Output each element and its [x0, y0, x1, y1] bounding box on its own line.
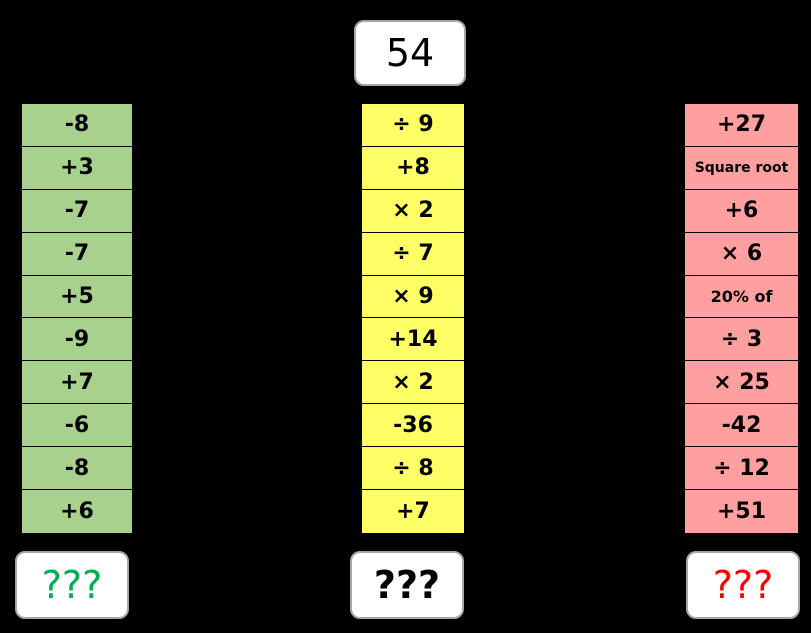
- yellow-operation: × 2: [362, 189, 464, 233]
- yellow-operation: +7: [362, 490, 464, 533]
- green-operation: -8: [22, 104, 132, 147]
- yellow-answer: ???: [373, 563, 441, 607]
- red-operation: × 25: [685, 361, 798, 405]
- green-operation: -8: [22, 447, 132, 491]
- red-operation: × 6: [685, 232, 798, 276]
- yellow-operation: ÷ 8: [362, 447, 464, 491]
- red-operations-column: +27 Square root +6 × 6 20% of ÷ 3 × 25 -…: [685, 104, 798, 533]
- red-operation: Square root: [685, 146, 798, 190]
- red-operation: +27: [685, 104, 798, 147]
- start-number-box: 54: [354, 20, 466, 86]
- green-operation: +3: [22, 146, 132, 190]
- red-operation: +6: [685, 189, 798, 233]
- yellow-operation: ÷ 7: [362, 232, 464, 276]
- green-answer: ???: [41, 563, 103, 607]
- green-operation: +7: [22, 361, 132, 405]
- yellow-operation: ÷ 9: [362, 104, 464, 147]
- yellow-operation: × 9: [362, 275, 464, 319]
- green-operation: -7: [22, 232, 132, 276]
- green-operation: -7: [22, 189, 132, 233]
- red-operation: 20% of: [685, 275, 798, 319]
- yellow-operation: × 2: [362, 361, 464, 405]
- red-answer-box: ???: [686, 551, 800, 619]
- yellow-answer-box: ???: [350, 551, 464, 619]
- green-operation: -6: [22, 404, 132, 448]
- yellow-operation: -36: [362, 404, 464, 448]
- start-number: 54: [385, 31, 435, 75]
- yellow-operation: +8: [362, 146, 464, 190]
- red-answer: ???: [712, 563, 774, 607]
- green-operation: +6: [22, 490, 132, 533]
- red-operation: ÷ 3: [685, 318, 798, 362]
- green-operations-column: -8 +3 -7 -7 +5 -9 +7 -6 -8 +6: [22, 104, 132, 533]
- red-operation: +51: [685, 490, 798, 533]
- green-answer-box: ???: [15, 551, 129, 619]
- green-operation: +5: [22, 275, 132, 319]
- red-operation: -42: [685, 404, 798, 448]
- green-operation: -9: [22, 318, 132, 362]
- yellow-operations-column: ÷ 9 +8 × 2 ÷ 7 × 9 +14 × 2 -36 ÷ 8 +7: [362, 104, 464, 533]
- yellow-operation: +14: [362, 318, 464, 362]
- red-operation: ÷ 12: [685, 447, 798, 491]
